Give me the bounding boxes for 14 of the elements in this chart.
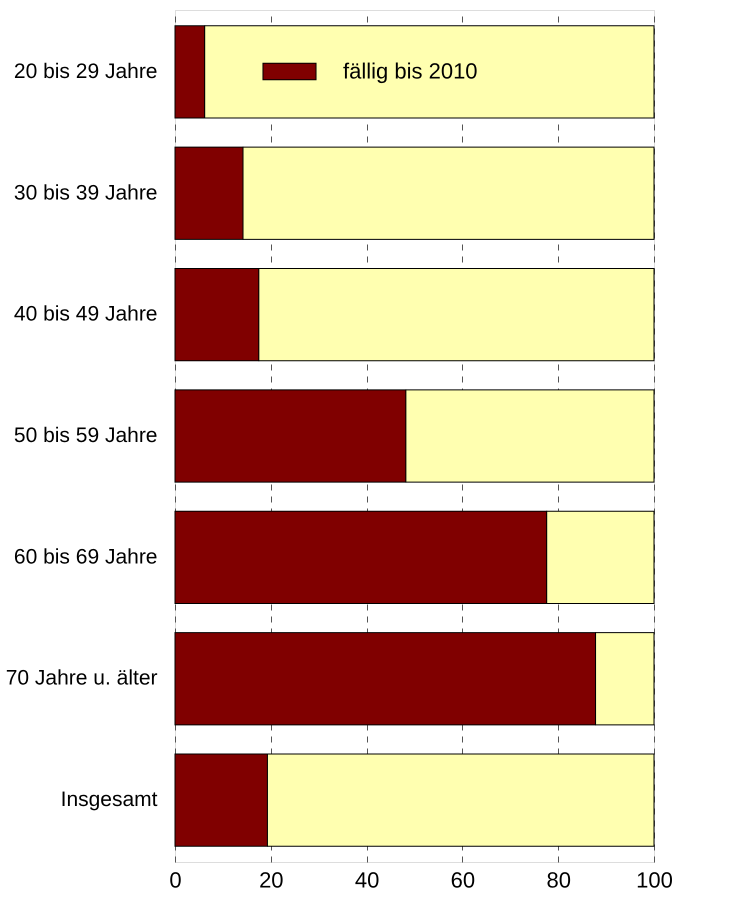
y-tick-label: 70 Jahre u. älter bbox=[6, 666, 158, 690]
y-tick-label: 40 bis 49 Jahre bbox=[14, 302, 158, 326]
x-tick-label: 80 bbox=[546, 868, 571, 892]
x-tick-label: 40 bbox=[354, 868, 380, 892]
x-tick-label: 0 bbox=[169, 868, 182, 892]
y-tick-label: 30 bis 39 Jahre bbox=[14, 181, 158, 204]
y-tick-label: 20 bis 29 Jahre bbox=[14, 60, 158, 83]
y-tick-label: 50 bis 59 Jahre bbox=[14, 424, 158, 447]
x-tick-label: 60 bbox=[450, 868, 476, 892]
x-tick-label: 20 bbox=[259, 868, 284, 892]
legend-label: fällig bis 2010 bbox=[343, 58, 478, 84]
x-tick-label: 100 bbox=[636, 868, 673, 892]
y-tick-label: 60 bis 69 Jahre bbox=[14, 545, 158, 568]
y-tick-label: Insgesamt bbox=[60, 788, 158, 812]
